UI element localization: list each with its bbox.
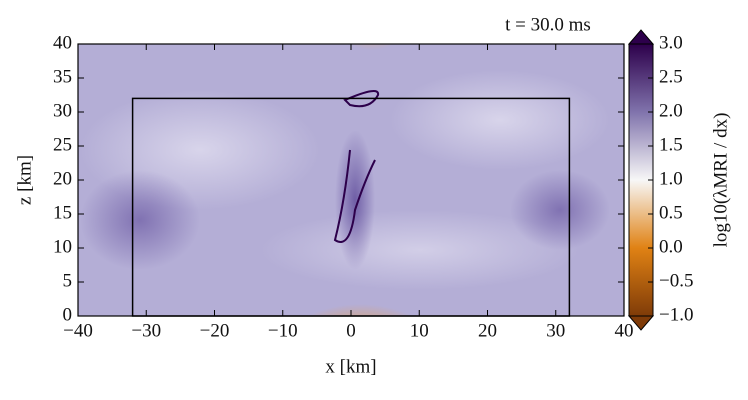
x-tick-label: 0 [346,320,356,341]
heatmap-field [78,44,624,316]
y-tick-label: 35 [53,66,72,87]
colorbar-tick-label: 0.5 [659,202,683,223]
y-tick-label: 5 [63,270,73,291]
x-tick-label: −30 [131,320,161,341]
x-tick-label: −10 [268,320,298,341]
colorbar-tick-label: 1.0 [659,168,683,189]
y-axis-label: z [km] [14,155,35,205]
x-tick-label: 30 [546,320,565,341]
y-tick-label: 15 [53,202,72,223]
x-tick-label: 40 [615,320,634,341]
x-tick-label: 10 [410,320,429,341]
colorbar-extend-top [627,29,655,45]
colorbar-tick-label: −0.5 [659,270,693,291]
colorbar-tick-label: 3.0 [659,32,683,53]
y-tick-label: 10 [53,236,72,257]
y-tick-label: 30 [53,100,72,121]
y-tick-label: 0 [63,304,73,325]
x-tick-label: −40 [63,320,93,341]
colorbar-tick-label: 0.0 [659,236,683,257]
chart-title: t = 30.0 ms [505,14,591,35]
colorbar-tick-label: −1.0 [659,304,693,325]
y-tick-label: 25 [53,134,72,155]
x-axis-label: x [km] [325,356,376,377]
x-tick-label: 20 [478,320,497,341]
x-tick-label: −20 [200,320,230,341]
colorbar-tick-label: 2.0 [659,100,683,121]
colorbar-tick-label: 1.5 [659,134,683,155]
colorbar-label: log10(λMRI / dx) [710,113,731,248]
colorbar-tick-label: 2.5 [659,66,683,87]
y-tick-label: 20 [53,168,72,189]
y-tick-label: 40 [53,32,72,53]
